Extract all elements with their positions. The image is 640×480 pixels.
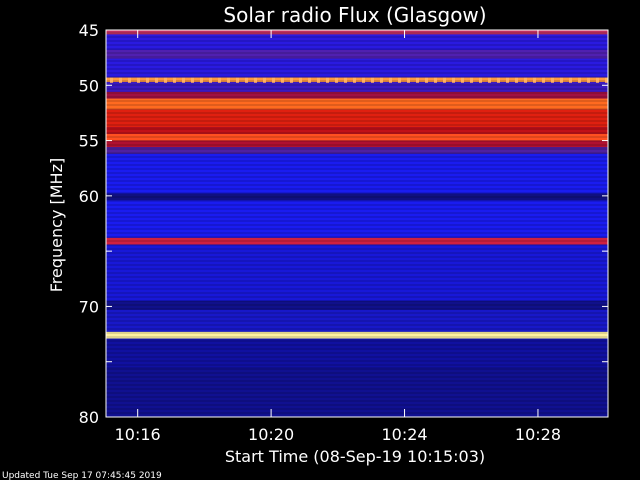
band-dot xyxy=(110,77,113,83)
band-dot xyxy=(461,77,464,83)
x-axis-label: Start Time (08-Sep-19 10:15:03) xyxy=(225,447,485,466)
chart-title: Solar radio Flux (Glasgow) xyxy=(223,3,486,27)
band-dot xyxy=(353,77,356,83)
band-dot xyxy=(173,77,176,83)
y-tick-label: 80 xyxy=(79,408,99,427)
band-8 xyxy=(106,109,608,128)
band-dot xyxy=(263,77,266,83)
band-dot xyxy=(308,77,311,83)
band-dot xyxy=(128,77,131,83)
plot-frame xyxy=(105,29,609,418)
band-dot xyxy=(362,77,365,83)
band-dot xyxy=(218,77,221,83)
band-dot xyxy=(488,77,491,83)
band-dot xyxy=(515,77,518,83)
band-dot xyxy=(326,77,329,83)
band-0 xyxy=(106,30,608,35)
band-dot xyxy=(227,77,230,83)
band-dot xyxy=(587,77,590,83)
band-dot xyxy=(434,77,437,83)
band-6 xyxy=(106,91,608,99)
band-18 xyxy=(106,300,608,310)
band-12 xyxy=(106,147,608,154)
plot-area xyxy=(105,29,609,418)
band-dot xyxy=(209,77,212,83)
band-dot xyxy=(290,77,293,83)
band-dot xyxy=(605,77,608,83)
band-dot xyxy=(452,77,455,83)
band-dot xyxy=(380,77,383,83)
y-tick-label: 55 xyxy=(79,132,99,151)
band-3 xyxy=(106,58,608,78)
x-tick-label: 10:16 xyxy=(115,425,161,444)
band-dot xyxy=(497,77,500,83)
band-dot xyxy=(155,77,158,83)
band-dot xyxy=(596,77,599,83)
band-dot xyxy=(560,77,563,83)
band-dot xyxy=(425,77,428,83)
band-dot xyxy=(443,77,446,83)
band-dot xyxy=(551,77,554,83)
band-dot xyxy=(137,77,140,83)
band-dot xyxy=(371,77,374,83)
y-tick-label: 50 xyxy=(79,76,99,95)
band-2 xyxy=(106,49,608,59)
band-15 xyxy=(106,200,608,238)
band-dot xyxy=(398,77,401,83)
y-tick-label: 45 xyxy=(79,21,99,40)
band-11 xyxy=(106,140,608,148)
band-dot xyxy=(470,77,473,83)
band-dot xyxy=(335,77,338,83)
x-tick-label: 10:28 xyxy=(515,425,561,444)
band-5 xyxy=(106,81,608,92)
band-21 xyxy=(106,338,608,368)
y-tick-label: 70 xyxy=(79,297,99,316)
band-13 xyxy=(106,153,608,194)
band-19 xyxy=(106,309,608,332)
band-dot xyxy=(254,77,257,83)
band-dot xyxy=(245,77,248,83)
band-dot xyxy=(182,77,185,83)
x-axis: 10:16 10:20 10:24 10:28 xyxy=(115,30,561,444)
band-dot xyxy=(191,77,194,83)
band-dot xyxy=(533,77,536,83)
x-tick-label: 10:24 xyxy=(381,425,427,444)
band-dot xyxy=(524,77,527,83)
band-dot xyxy=(479,77,482,83)
x-tick-label: 10:20 xyxy=(248,425,294,444)
band-16 xyxy=(106,237,608,245)
y-tick-label: 60 xyxy=(79,187,99,206)
band-dot xyxy=(344,77,347,83)
band-dot xyxy=(146,77,149,83)
band-dot xyxy=(272,77,275,83)
band-17 xyxy=(106,244,608,301)
footer-timestamp: Updated Tue Sep 17 07:45:45 2019 xyxy=(2,471,162,480)
band-10 xyxy=(106,133,608,141)
band-dot xyxy=(506,77,509,83)
band-dot xyxy=(236,77,239,83)
band-14 xyxy=(106,193,608,201)
band-7 xyxy=(106,98,608,110)
band-dot xyxy=(317,77,320,83)
band-dot xyxy=(119,77,122,83)
band-dot xyxy=(389,77,392,83)
band-dot xyxy=(281,77,284,83)
y-axis: 45 50 55 60 70 80 xyxy=(79,21,608,427)
band-dot xyxy=(578,77,581,83)
band-dot xyxy=(164,77,167,83)
band-dot xyxy=(299,77,302,83)
y-axis-label: Frequency [MHz] xyxy=(47,158,66,292)
band-dot xyxy=(407,77,410,83)
band-dot xyxy=(200,77,203,83)
band-20 xyxy=(106,331,608,339)
band-dot xyxy=(416,77,419,83)
band-4 xyxy=(106,77,608,82)
band-1 xyxy=(106,34,608,50)
band-dot xyxy=(542,77,545,83)
band-dot xyxy=(569,77,572,83)
band-9 xyxy=(106,127,608,134)
band-22 xyxy=(106,367,608,417)
